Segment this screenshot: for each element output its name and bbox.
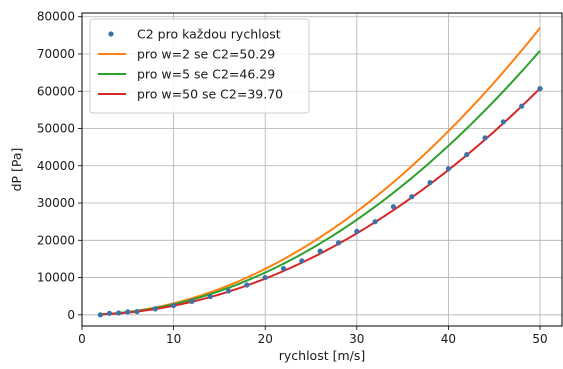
x-tick-label: 10 — [166, 332, 181, 346]
y-tick-label: 60000 — [37, 84, 75, 98]
y-tick-label: 30000 — [37, 196, 75, 210]
x-tick-label: 0 — [78, 332, 86, 346]
data-point — [335, 240, 342, 246]
data-point — [445, 166, 452, 172]
data-point — [464, 151, 470, 158]
y-tick-label: 0 — [67, 308, 75, 322]
x-axis-label: rychlost [m/s] — [279, 348, 366, 363]
data-point — [500, 119, 506, 125]
data-point — [519, 103, 525, 109]
y-tick-label: 20000 — [37, 233, 75, 247]
data-point — [207, 293, 213, 300]
y-tick-label: 80000 — [37, 10, 75, 24]
data-point — [354, 228, 360, 234]
y-axis: 0 10000 20000 30000 40000 50000 60000 70000 8000… — [37, 10, 82, 322]
legend-label: pro w=5 se C2=46.29 — [137, 67, 275, 82]
data-point — [280, 266, 287, 272]
plot-series — [97, 27, 543, 318]
data-point — [171, 302, 177, 309]
data-point — [537, 86, 543, 92]
plot-frame — [81, 12, 563, 327]
data-point — [317, 248, 323, 254]
y-tick-label: 70000 — [37, 47, 75, 61]
legend-marker — [108, 31, 114, 37]
legend-box — [89, 18, 310, 114]
y-tick-label: 40000 — [37, 159, 75, 173]
data-point — [106, 310, 113, 316]
data-point — [152, 306, 158, 312]
x-tick-label: 20 — [258, 332, 273, 346]
legend: C2 pro každou rychlost pro w=2 se C2=50.2… — [89, 18, 310, 114]
y-axis-label: dP [Pa] — [9, 148, 24, 192]
x-tick-label: 40 — [441, 332, 456, 346]
data-point — [225, 288, 232, 294]
data-point — [189, 298, 195, 305]
data-point — [262, 274, 268, 281]
data-point — [97, 312, 103, 318]
x-tick-label: 30 — [349, 332, 364, 346]
legend-label: pro w=2 se C2=50.29 — [137, 47, 275, 62]
y-tick-label: 10000 — [37, 271, 75, 285]
legend-label: pro w=50 se C2=39.70 — [137, 87, 283, 102]
data-point — [125, 309, 131, 315]
data-point — [299, 258, 305, 264]
data-point — [390, 204, 397, 210]
data-point — [482, 135, 488, 141]
x-axis: 0 10 20 30 40 50 — [78, 326, 548, 346]
y-tick-label: 50000 — [37, 122, 75, 136]
data-point — [427, 179, 433, 186]
x-tick-label: 50 — [532, 332, 547, 346]
data-point — [134, 309, 140, 315]
data-point — [372, 219, 378, 225]
data-point — [116, 310, 122, 316]
data-point — [244, 282, 250, 288]
legend-label: C2 pro každou rychlost — [137, 27, 281, 42]
data-point — [409, 194, 415, 200]
